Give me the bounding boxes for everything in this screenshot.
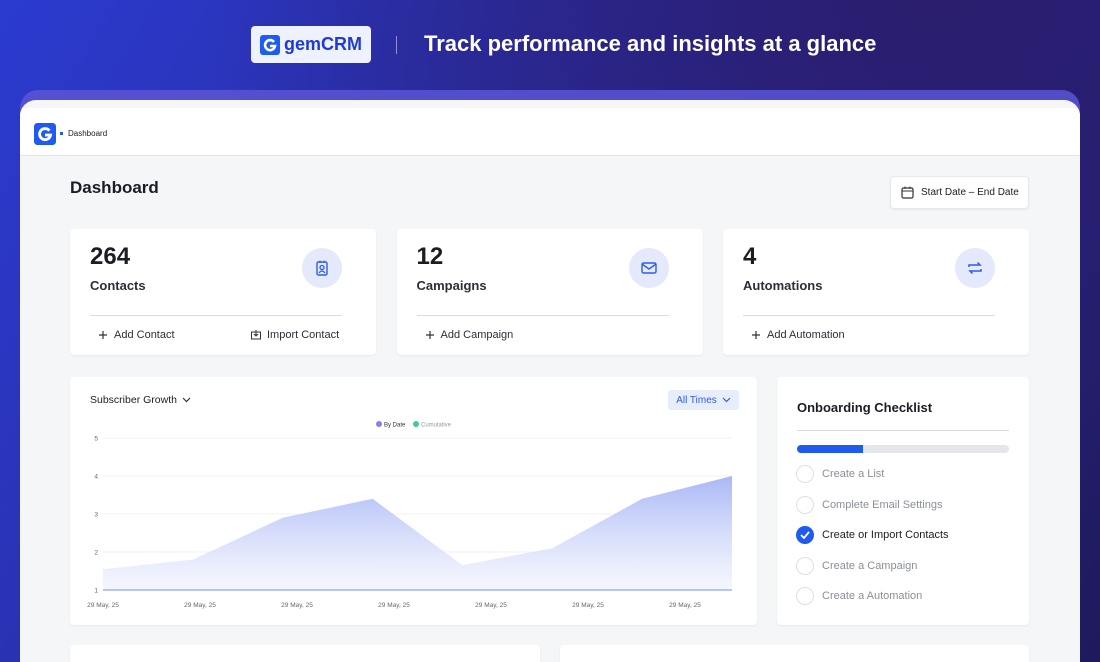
check-circle: [796, 587, 814, 605]
stat-label: Contacts: [90, 278, 146, 293]
progress-fill: [797, 445, 863, 453]
calendar-icon: [901, 186, 914, 199]
check-circle: [796, 526, 814, 544]
action-label: Import Contact: [267, 329, 340, 341]
action-icon: [425, 331, 434, 339]
date-range: Start Date – End Date: [921, 187, 1019, 198]
app-bar: Dashboard: [20, 108, 1080, 156]
y-tick-label: 1: [94, 588, 98, 595]
stat-card: 12 Campaigns Add Campaign: [396, 229, 703, 355]
area: [103, 476, 732, 590]
action-button[interactable]: Import Contact: [251, 329, 339, 341]
checklist-label: Create a Campaign: [822, 559, 918, 572]
page-title: Dashboard: [70, 178, 159, 197]
divider: [797, 430, 1009, 431]
action-label: Add Contact: [114, 329, 175, 341]
icon-glyph: [640, 262, 657, 274]
action-icon: [752, 331, 760, 339]
action-label: Add Campaign: [440, 329, 514, 341]
logo: gemCRM: [251, 26, 371, 63]
checklist-title: Onboarding Checklist: [797, 400, 933, 415]
stat-label: Automations: [743, 278, 823, 293]
chevron: [182, 397, 191, 403]
action-button[interactable]: Add Automation: [751, 329, 845, 341]
checklist-item[interactable]: Complete Email Settings: [796, 495, 943, 514]
checklist-label: Create a List: [822, 468, 885, 480]
icon-glyph: [968, 261, 982, 275]
x-tick-label: 29 May, 25: [281, 602, 313, 609]
chart-title-text: Subscriber Growth: [90, 394, 177, 406]
y-tick-label: 3: [94, 512, 98, 519]
bottom-card: [70, 645, 540, 662]
x-tick-label: 29 May, 25: [378, 602, 410, 609]
legend-dot: [376, 421, 382, 427]
check-circle: [796, 495, 814, 514]
legend-dot: [413, 421, 419, 427]
bottom-card: [560, 645, 1029, 662]
y-tick-label: 2: [94, 550, 98, 557]
divider: [416, 315, 669, 316]
action-button[interactable]: Add Contact: [98, 329, 175, 341]
action-label: Add Automation: [767, 329, 845, 341]
checklist-item[interactable]: Create a Campaign: [796, 556, 918, 575]
y-tick-label: 5: [94, 436, 98, 443]
checklist-item[interactable]: Create a Automation: [796, 587, 922, 605]
y-tick-label: 4: [94, 474, 98, 481]
chevron: [722, 397, 731, 403]
divider: [396, 36, 397, 54]
checklist-item[interactable]: Create or Import Contacts: [796, 526, 949, 544]
stat-icon: [302, 248, 342, 288]
x-tick-label: 29 May, 25: [669, 602, 701, 609]
action-button[interactable]: Add Campaign: [425, 329, 514, 341]
stat-value: 4: [743, 243, 757, 270]
filter-button[interactable]: All Times: [668, 390, 739, 410]
legend-label: Cumulative: [421, 423, 452, 429]
check-circle: [796, 465, 814, 483]
icon-glyph: [316, 260, 328, 276]
chart-title[interactable]: Subscriber Growth: [90, 394, 191, 406]
legend-label: By Date: [384, 423, 406, 429]
x-tick-label: 29 May, 25: [184, 602, 216, 609]
stat-icon: [628, 248, 669, 288]
stat-card: 4 Automations Add Automation: [723, 229, 1029, 355]
stat-value: 12: [416, 243, 444, 270]
checklist-label: Complete Email Settings: [822, 498, 943, 511]
action-icon: [99, 331, 107, 339]
date-picker[interactable]: Start Date – End Date: [890, 176, 1029, 209]
checklist-item[interactable]: Create a List: [796, 465, 884, 483]
breadcrumb[interactable]: Dashboard: [68, 129, 108, 138]
check-circle: [796, 556, 814, 575]
x-tick-label: 29 May, 25: [572, 602, 604, 609]
x-tick-label: 29 May, 25: [475, 602, 507, 609]
chart: 1 2 3 4 5 29 May, 25 29 May, 25 29 May, 25 29 Ma…: [87, 421, 732, 609]
stat-value: 264: [90, 243, 131, 270]
stat-card: 264 Contacts Add Contact Import Contact: [70, 229, 376, 355]
divider: [743, 315, 995, 316]
stat-icon: [955, 248, 995, 288]
logo-text: gemCRM: [283, 34, 362, 54]
divider: [90, 315, 342, 316]
tagline: Track performance and insights at a glan…: [424, 31, 877, 56]
app-logo[interactable]: [34, 123, 56, 145]
action-icon: [251, 330, 261, 340]
checklist-label: Create a Automation: [822, 590, 923, 602]
check-mark: [800, 531, 810, 539]
filter-label: All Times: [676, 394, 717, 406]
checklist-card: Onboarding Checklist Create a List Complet…: [777, 377, 1029, 625]
x-tick-label: 29 May, 25: [87, 602, 119, 609]
chart-card: Subscriber Growth All Times 1 2 3 4 5 29 May, 2…: [70, 377, 757, 625]
bullet: [60, 132, 63, 135]
stat-label: Campaigns: [416, 278, 487, 293]
progress-track: [797, 445, 1009, 453]
logo-icon: [259, 34, 280, 55]
checklist-label: Create or Import Contacts: [822, 529, 949, 541]
